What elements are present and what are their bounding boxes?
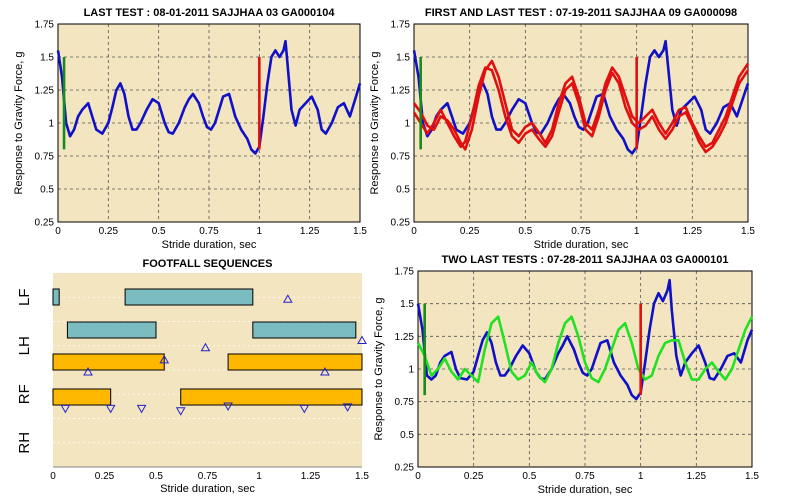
footfall-bar-rh <box>180 388 363 406</box>
row-label-lf: LF <box>16 288 33 306</box>
down-triangle-marker <box>223 402 233 411</box>
x-tick-label: 0.75 <box>575 471 595 482</box>
row-label-rh: RH <box>16 432 33 454</box>
down-triangle-marker <box>175 407 186 416</box>
row-label-rf: RF <box>16 384 33 404</box>
plot-frame <box>57 23 361 223</box>
x-tick-label: 0.25 <box>464 471 484 482</box>
y-tick-label: 1.75 <box>391 20 411 31</box>
chart-panel-3: 0 0.25 0.5 0.75 1 1.25 1.5 LF LH RF RH FOOTFALL SEQ… <box>16 258 369 495</box>
footfall-bar-lh <box>252 321 357 339</box>
x-tick-label: 0.75 <box>199 226 219 237</box>
x-tick-label: 0.5 <box>152 226 166 237</box>
footfall-bar-rh <box>52 388 112 406</box>
x-axis-label: Stride duration, sec <box>162 239 257 251</box>
x-tick-label: 0.75 <box>571 226 591 237</box>
x-axis-label: Stride duration, sec <box>534 239 629 251</box>
up-triangle-marker <box>320 366 330 376</box>
y-tick-label: 0.25 <box>395 463 415 474</box>
row-label-lh: LH <box>16 336 33 355</box>
y-tick-label: 0.75 <box>395 397 415 408</box>
plot-frame <box>413 23 749 223</box>
chart-title: FOOTFALL SEQUENCES <box>143 258 273 270</box>
x-tick-label: 1 <box>634 226 640 237</box>
y-tick-label: 1.75 <box>395 267 415 278</box>
x-axis-label: Stride duration, sec <box>538 484 633 496</box>
down-triangle-marker <box>342 403 353 412</box>
chart-title: TWO LAST TESTS : 07-28-2011 SAJJHAA 03 G… <box>442 254 729 266</box>
x-tick-label: 0.75 <box>198 471 218 482</box>
x-tick-label: 1.5 <box>353 226 367 237</box>
y-tick-label: 1.5 <box>396 53 410 64</box>
x-tick-label: 0.25 <box>99 226 119 237</box>
y-tick-label: 1.25 <box>395 332 415 343</box>
x-tick-label: 1.5 <box>741 226 755 237</box>
up-triangle-marker <box>200 342 211 352</box>
x-tick-label: 0.25 <box>460 226 480 237</box>
x-tick-label: 1.25 <box>300 226 320 237</box>
footfall-bar-lf <box>52 288 60 306</box>
y-axis-label: Response to Gravity Force, g <box>373 297 385 440</box>
x-tick-label: 1.5 <box>745 471 759 482</box>
footfall-bar-lf <box>124 288 254 306</box>
y-tick-label: 1.75 <box>35 20 55 31</box>
y-axis-label: Response to Gravity Force, g <box>369 51 381 194</box>
up-triangle-marker <box>83 366 93 376</box>
y-tick-label: 1.5 <box>40 53 54 64</box>
series-line-2 <box>416 315 754 384</box>
up-triangle-marker <box>282 294 293 303</box>
y-tick-label: 0.5 <box>400 430 414 441</box>
series-line-1 <box>56 39 362 155</box>
x-tick-label: 1 <box>257 226 263 237</box>
x-axis-label: Stride duration, sec <box>160 483 255 495</box>
y-tick-label: 0.5 <box>40 185 54 196</box>
series-line-3 <box>412 66 750 154</box>
y-tick-label: 1.25 <box>35 86 55 97</box>
y-tick-label: 1 <box>404 119 410 130</box>
down-triangle-marker <box>136 404 147 414</box>
y-tick-label: 0.25 <box>35 218 55 229</box>
y-tick-label: 0.25 <box>391 218 411 229</box>
x-tick-label: 1 <box>638 471 644 482</box>
x-tick-label: 1.25 <box>301 471 321 482</box>
chart-panel-2: 0 0.25 0.5 0.75 1 1.25 1.50.250.50.7511.251.51… <box>369 7 755 251</box>
x-tick-label: 1.25 <box>687 471 707 482</box>
footfall-bar-rf <box>52 353 165 371</box>
y-axis-label: Response to Gravity Force, g <box>13 51 25 194</box>
footfall-bar-lh <box>66 321 157 339</box>
x-tick-label: 0 <box>55 226 61 237</box>
x-tick-label: 0 <box>415 471 421 482</box>
y-tick-label: 0.5 <box>396 185 410 196</box>
down-triangle-marker <box>299 404 310 414</box>
footfall-bar-rf <box>227 353 363 371</box>
y-tick-label: 1 <box>48 119 54 130</box>
y-tick-label: 0.75 <box>35 152 55 163</box>
plot-frame <box>417 270 753 468</box>
chart-title: FIRST AND LAST TEST : 07-19-2011 SAJJHAA… <box>425 7 737 19</box>
y-tick-label: 1.25 <box>391 86 411 97</box>
x-tick-label: 1.25 <box>683 226 703 237</box>
y-tick-label: 1 <box>408 365 414 376</box>
y-tick-label: 1.5 <box>400 299 414 310</box>
x-tick-label: 0.5 <box>518 226 532 237</box>
x-tick-label: 0.5 <box>522 471 536 482</box>
series-line-1 <box>416 278 754 401</box>
y-tick-label: 0.75 <box>391 152 411 163</box>
x-tick-label: 1 <box>256 471 262 482</box>
down-triangle-marker <box>105 404 116 414</box>
up-triangle-marker <box>159 354 170 364</box>
chart-panel-4: 0 0.25 0.5 0.75 1 1.25 1.50.250.50.7511.251.51… <box>373 254 759 496</box>
chart-panel-1: 0 0.25 0.5 0.75 1 1.25 1.50.250.50.7511.251.51… <box>13 7 367 251</box>
up-triangle-marker <box>357 335 367 344</box>
x-tick-label: 0.25 <box>95 471 115 482</box>
x-tick-label: 0 <box>411 226 417 237</box>
down-triangle-marker <box>60 404 71 414</box>
x-tick-label: 1.5 <box>355 471 369 482</box>
series-line-2 <box>412 59 750 151</box>
x-tick-label: 0 <box>50 471 56 482</box>
chart-title: LAST TEST : 08-01-2011 SAJJHAA 03 GA0001… <box>84 7 336 19</box>
x-tick-label: 0.5 <box>149 471 163 482</box>
